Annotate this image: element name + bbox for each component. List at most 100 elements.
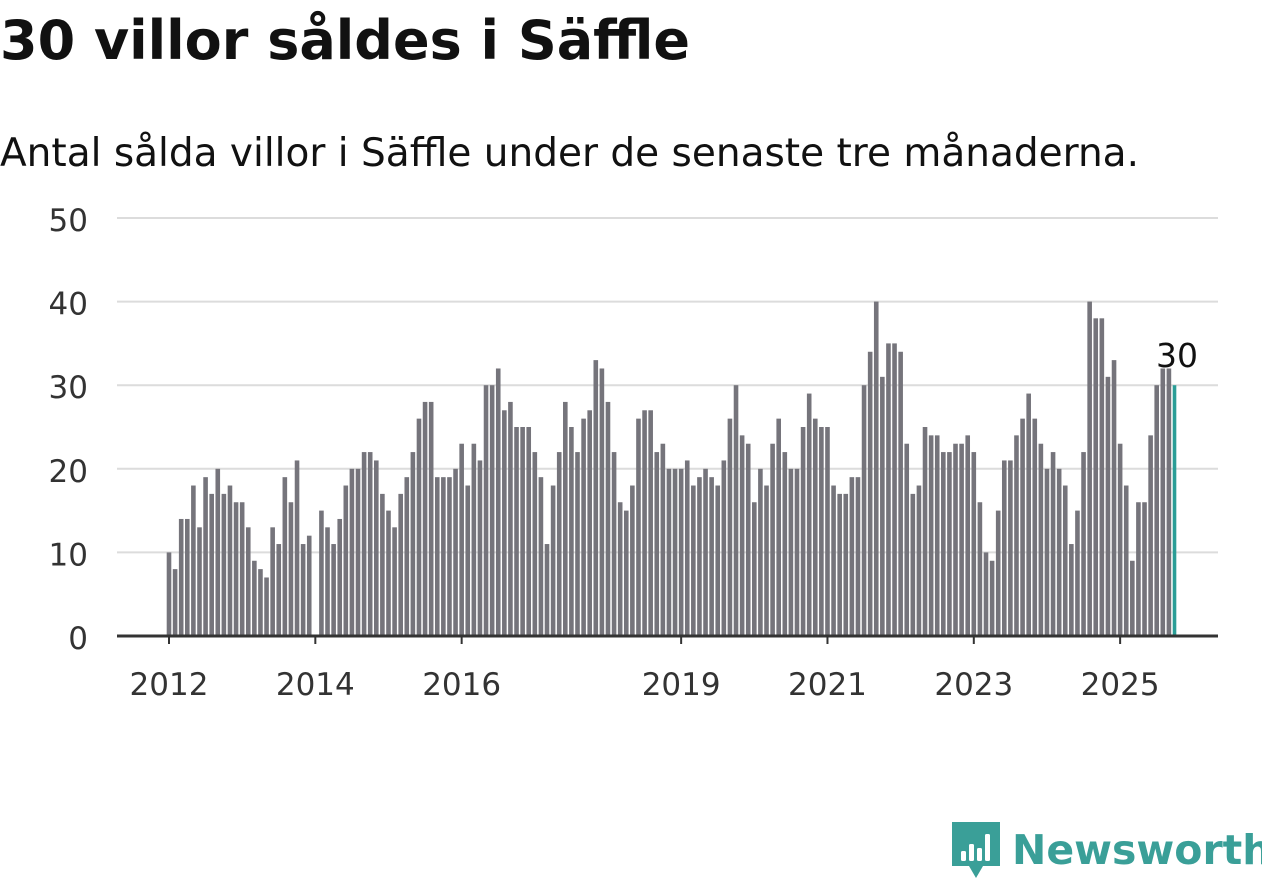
bar	[349, 468, 355, 636]
bar	[441, 477, 446, 636]
bar	[959, 443, 964, 636]
bar	[599, 368, 605, 636]
bar	[520, 427, 525, 636]
bar	[709, 477, 714, 636]
bar	[209, 493, 214, 636]
bar	[453, 468, 458, 636]
bar	[831, 485, 836, 636]
bar	[508, 401, 513, 636]
bar	[276, 544, 282, 636]
bar	[843, 493, 849, 636]
bar	[355, 468, 361, 636]
bar	[392, 527, 397, 636]
bar	[977, 502, 983, 636]
bar	[294, 460, 300, 636]
bar	[1105, 376, 1111, 636]
chart-title: 30 villor såldes i Säffle	[0, 9, 691, 72]
bar	[398, 493, 403, 636]
bar	[1154, 385, 1160, 636]
bar	[361, 452, 367, 636]
bar	[1050, 452, 1056, 636]
bar	[617, 502, 623, 636]
bar	[697, 477, 702, 636]
bar	[178, 518, 184, 636]
bar	[727, 418, 733, 636]
bar	[806, 393, 812, 636]
bar	[514, 427, 519, 636]
bar	[672, 468, 678, 636]
bar	[1038, 443, 1044, 636]
bar	[319, 510, 324, 636]
bar	[623, 510, 629, 636]
bar	[611, 452, 617, 636]
bar	[721, 460, 727, 636]
bar	[343, 485, 349, 636]
bar	[532, 452, 538, 636]
last-value-label: 30	[1156, 336, 1198, 375]
chart-subtitle: Antal sålda villor i Säffle under de sen…	[0, 131, 1139, 176]
x-tick-label: 2012	[130, 667, 209, 703]
bar	[928, 435, 934, 636]
bar	[971, 452, 977, 636]
bar	[776, 418, 781, 636]
bar	[922, 427, 928, 636]
bar	[282, 477, 288, 636]
bar	[526, 427, 532, 636]
bar	[825, 427, 830, 636]
bar	[215, 468, 221, 636]
bar	[819, 427, 824, 636]
bar	[264, 577, 269, 636]
bar	[660, 443, 666, 636]
bar	[306, 535, 312, 636]
bar	[794, 468, 800, 636]
bar	[654, 452, 660, 636]
bar	[739, 435, 745, 636]
bar	[1069, 544, 1074, 636]
bar	[544, 544, 550, 636]
bar	[904, 443, 910, 636]
bar	[258, 569, 263, 636]
bar	[886, 343, 891, 636]
bar	[947, 452, 952, 636]
bar	[337, 518, 343, 636]
bar	[642, 410, 647, 636]
bar	[1014, 435, 1019, 636]
bar	[252, 560, 257, 636]
bar	[770, 443, 775, 636]
bar	[410, 452, 416, 636]
bar	[837, 493, 842, 636]
bar	[1111, 360, 1117, 636]
bar	[1044, 468, 1050, 636]
bar	[605, 401, 611, 636]
bar	[191, 485, 196, 636]
bar	[1117, 443, 1123, 636]
bar	[1099, 318, 1105, 636]
bar	[563, 401, 568, 636]
bar	[953, 443, 958, 636]
bar-highlight	[1172, 385, 1177, 636]
bar	[867, 351, 873, 636]
bar	[636, 418, 641, 636]
bar	[386, 510, 391, 636]
bar-chart-badge-icon	[952, 822, 1000, 878]
bar	[245, 527, 251, 636]
bar	[861, 385, 867, 636]
bar	[691, 485, 696, 636]
bar	[733, 385, 739, 636]
bar	[331, 544, 336, 636]
x-tick-label: 2019	[642, 667, 721, 703]
bar	[995, 510, 1001, 636]
bar	[855, 477, 861, 636]
bar	[941, 452, 946, 636]
bar	[1020, 418, 1025, 636]
bar	[581, 418, 586, 636]
bar	[404, 477, 410, 636]
bar	[434, 477, 440, 636]
bar	[550, 485, 556, 636]
bar	[758, 468, 763, 636]
bar	[270, 527, 275, 636]
y-tick-label: 0	[68, 621, 88, 657]
bar	[447, 477, 452, 636]
bar	[416, 418, 422, 636]
y-tick-label: 30	[49, 370, 88, 406]
